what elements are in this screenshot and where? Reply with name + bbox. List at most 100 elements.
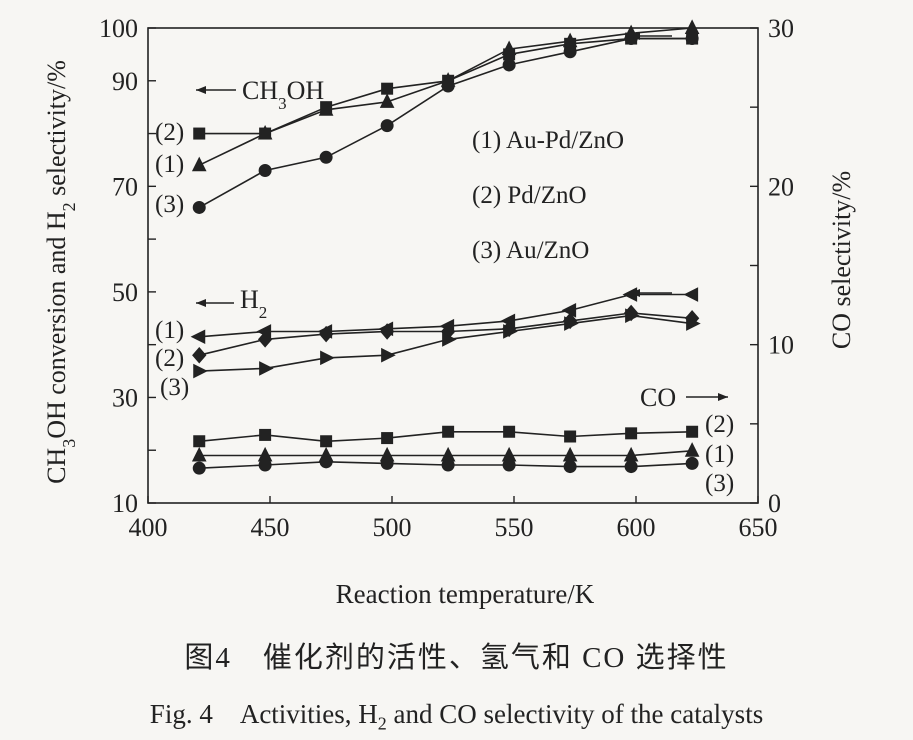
point-co-2-448 <box>259 428 272 441</box>
ch3oh-tag-2: (2) <box>155 119 184 146</box>
left-tick-label-30: 30 <box>112 383 138 412</box>
point-h2-2-448 <box>257 331 273 348</box>
point-h2-1-573 <box>561 303 577 318</box>
point-ch3oh-3-473 <box>319 150 333 164</box>
point-ch3oh-2-421 <box>193 127 206 140</box>
point-h2-3-548 <box>503 324 518 339</box>
co-tag-3: (3) <box>705 470 734 497</box>
point-ch3oh-1-498 <box>379 93 395 108</box>
legend-item-3: (3) Au/ZnO <box>472 237 589 264</box>
point-co-2-498 <box>381 432 394 445</box>
series-ch3oh-3 <box>192 32 699 214</box>
x-tick-label-400: 400 <box>129 513 168 542</box>
h2-tag-2: (2) <box>155 345 184 372</box>
h2-series1-arrow-left <box>630 289 672 297</box>
point-ch3oh-1-421 <box>191 156 207 172</box>
point-ch3oh-2-548 <box>503 48 516 61</box>
point-ch3oh-2-448 <box>259 127 272 140</box>
point-ch3oh-3-623 <box>685 32 699 46</box>
point-ch3oh-3-573 <box>563 45 577 59</box>
point-co-3-473 <box>319 455 333 469</box>
point-h2-3-473 <box>320 350 335 366</box>
x-tick-label-650: 650 <box>739 513 778 542</box>
left-tick-label-100: 100 <box>99 14 138 43</box>
series-h2-3 <box>193 308 701 379</box>
point-h2-3-598 <box>625 308 640 323</box>
series-line-ch3oh-3 <box>198 37 693 209</box>
point-h2-3-498 <box>381 347 396 363</box>
co-arrow-right-head <box>718 393 728 401</box>
point-h2-2-421 <box>192 346 207 364</box>
legend-item-2: (2) Pd/ZnO <box>472 182 587 209</box>
point-co-2-573 <box>564 430 577 443</box>
point-co-1-573 <box>562 446 578 462</box>
legend-item-1: (1) Au-Pd/ZnO <box>472 127 624 154</box>
series-layer <box>190 19 701 475</box>
point-ch3oh-3-421 <box>192 200 206 214</box>
figure-caption-chinese: 图4 催化剂的活性、氢气和 CO 选择性 <box>184 642 729 674</box>
h2-arrow-left-head <box>196 299 206 307</box>
point-h2-2-498 <box>379 323 395 340</box>
point-ch3oh-3-448 <box>258 164 272 177</box>
point-co-2-421 <box>193 435 206 448</box>
h2-series1-arrow-left-head <box>630 289 640 297</box>
group-label-h2: H2 <box>240 285 267 322</box>
right-tick-label-10: 10 <box>768 331 794 360</box>
point-ch3oh-3-498 <box>380 119 394 133</box>
left-tick-label-10: 10 <box>112 489 138 518</box>
point-co-2-623 <box>686 425 699 438</box>
group-label-ch3oh: CH3OH <box>242 76 324 113</box>
point-co-3-573 <box>563 460 577 474</box>
point-co-1-623 <box>684 442 700 457</box>
series-co-3 <box>192 455 699 475</box>
h2-tag-3: (3) <box>160 374 189 401</box>
co-arrow-right <box>686 393 728 401</box>
right-tick-label-0: 0 <box>768 489 781 518</box>
point-h2-3-623 <box>686 316 701 331</box>
point-h2-3-421 <box>193 363 208 379</box>
left-tick-label-90: 90 <box>112 67 138 96</box>
point-h2-3-448 <box>259 361 274 376</box>
group-label-co: CO <box>640 383 676 412</box>
ch3oh-series1-arrow-left <box>630 32 672 40</box>
x-axis-label: Reaction temperature/K <box>336 579 595 609</box>
series-co-1 <box>191 442 700 462</box>
right-tick-label-30: 30 <box>768 14 794 43</box>
point-co-2-548 <box>503 425 516 438</box>
point-co-1-421 <box>191 446 207 462</box>
figure-caption-english: Fig. 4 Activities, H2 and CO selectivity… <box>149 699 764 734</box>
point-co-2-598 <box>625 427 638 440</box>
point-co-3-523 <box>441 458 455 472</box>
co-tag-2: (2) <box>705 411 734 438</box>
annotation-layer <box>196 32 728 401</box>
co-tag-1: (1) <box>705 441 734 468</box>
ch3oh-arrow-left <box>196 86 236 94</box>
x-axis-ticks: 400 450 500 550 600 650 <box>129 496 778 542</box>
x-tick-label-600: 600 <box>617 513 656 542</box>
x-tick-label-550: 550 <box>495 513 534 542</box>
h2-tag-1: (1) <box>155 317 184 344</box>
point-co-3-598 <box>624 460 638 474</box>
point-ch3oh-2-498 <box>381 82 394 95</box>
left-axis-label: CH3OH conversion and H2 selectivity/% <box>42 60 79 484</box>
point-ch3oh-3-523 <box>441 79 455 93</box>
point-co-3-498 <box>380 456 394 470</box>
ch3oh-tag-3: (3) <box>155 191 184 218</box>
h2-arrow-left <box>196 299 234 307</box>
left-axis-ticks: 10 30 50 70 90 100 <box>99 14 156 518</box>
point-ch3oh-2-473 <box>320 101 333 114</box>
left-tick-label-50: 50 <box>112 278 138 307</box>
left-tick-label-70: 70 <box>112 172 138 201</box>
point-co-3-548 <box>502 458 516 472</box>
point-ch3oh-1-623 <box>684 19 700 34</box>
point-h2-3-573 <box>564 316 579 331</box>
point-h2-2-473 <box>318 325 334 343</box>
catalyst-activity-chart: 400 450 500 550 600 650 10 30 50 70 90 100 0 10 20 30… <box>42 14 856 609</box>
point-h2-1-623 <box>683 287 699 302</box>
point-co-2-523 <box>442 425 455 438</box>
point-h2-3-523 <box>442 332 457 347</box>
ch3oh-series1-arrow-left-head <box>630 32 640 40</box>
point-co-3-421 <box>192 461 206 475</box>
point-ch3oh-3-548 <box>502 58 516 72</box>
x-tick-label-500: 500 <box>373 513 412 542</box>
